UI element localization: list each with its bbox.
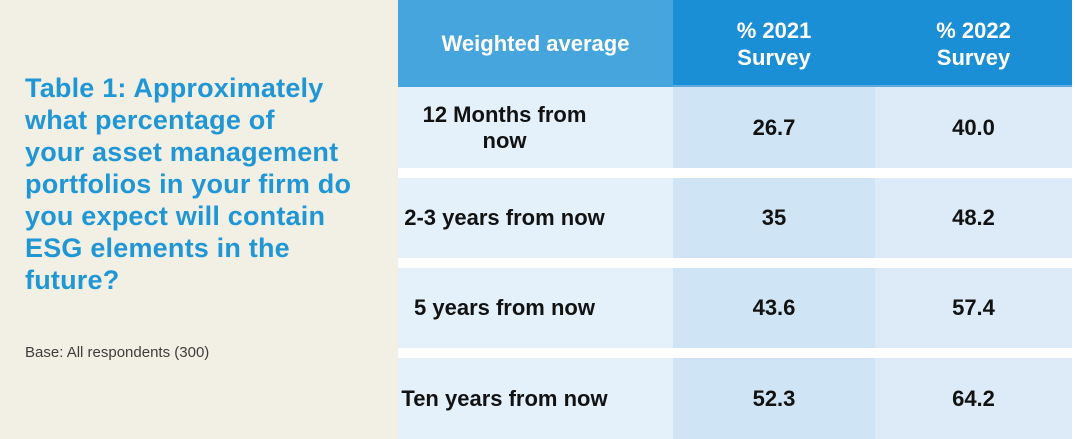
table-title-line: ESG elements in the: [25, 233, 290, 263]
table-title-line: future?: [25, 265, 120, 295]
table-header-row: Weighted average % 2021 Survey % 2022 Su…: [398, 0, 1072, 87]
value-2022: 57.4: [875, 268, 1072, 348]
header-label: % 2022: [936, 17, 1011, 43]
header-2021-survey: % 2021 Survey: [673, 0, 875, 87]
header-label: Survey: [936, 44, 1011, 70]
table-row: 12 Months from now 26.7 40.0: [398, 87, 1072, 168]
header-label: Weighted average: [441, 31, 630, 56]
value-2022: 40.0: [875, 87, 1072, 168]
row-divider: [398, 348, 1072, 358]
value-2022: 48.2: [875, 178, 1072, 258]
table-title-line: your asset management: [25, 137, 339, 167]
value-2022: 64.2: [875, 358, 1072, 439]
table-title: Table 1: Approximately what percentage o…: [25, 72, 390, 296]
table-row: 2-3 years from now 35 48.2: [398, 178, 1072, 258]
row-divider: [398, 258, 1072, 268]
table-row: Ten years from now 52.3 64.2: [398, 358, 1072, 439]
value-2021: 35: [673, 178, 875, 258]
value-2021: 43.6: [673, 268, 875, 348]
table-row: 5 years from now 43.6 57.4: [398, 268, 1072, 348]
base-note: Base: All respondents (300): [25, 344, 210, 361]
table-title-line: portfolios in your firm do: [25, 169, 352, 199]
row-label: 12 Months from now: [398, 87, 673, 168]
header-2022-survey: % 2022 Survey: [875, 0, 1072, 87]
row-label: Ten years from now: [398, 358, 673, 439]
table-title-line: you expect will contain: [25, 201, 326, 231]
header-label: Survey: [737, 44, 811, 70]
survey-data-table: Weighted average % 2021 Survey % 2022 Su…: [398, 0, 1072, 439]
value-2021: 26.7: [673, 87, 875, 168]
row-label: 2-3 years from now: [398, 178, 673, 258]
table-title-line: Table 1: Approximately: [25, 73, 324, 103]
table-title-line: what percentage of: [25, 105, 275, 135]
header-label: % 2021: [736, 17, 812, 43]
caption-panel: Table 1: Approximately what percentage o…: [0, 0, 398, 439]
row-label: 5 years from now: [398, 268, 673, 348]
row-divider: [398, 168, 1072, 178]
value-2021: 52.3: [673, 358, 875, 439]
header-weighted-average: Weighted average: [398, 0, 673, 87]
